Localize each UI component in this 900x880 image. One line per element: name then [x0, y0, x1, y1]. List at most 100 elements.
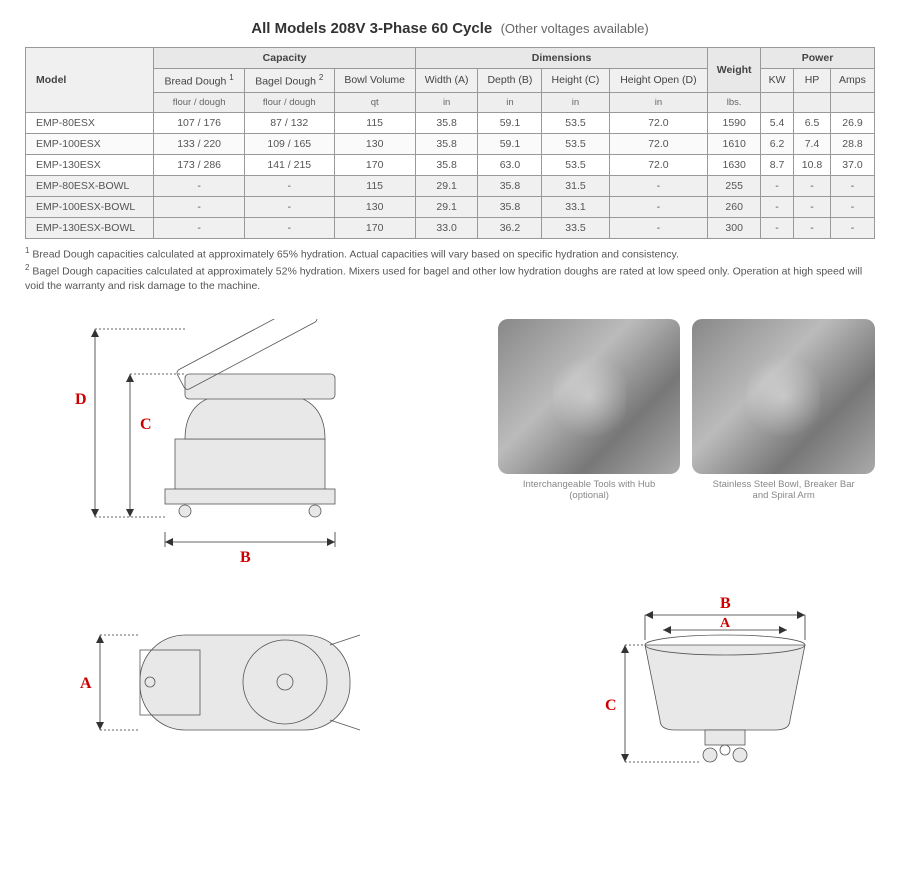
cell-w: 29.1 — [415, 196, 478, 217]
cell-bowl: 170 — [334, 217, 415, 238]
cell-hp: 7.4 — [794, 133, 831, 154]
cell-ho: - — [609, 217, 708, 238]
cell-kw: - — [761, 196, 794, 217]
cell-ho: 72.0 — [609, 154, 708, 175]
cell-bread: - — [154, 217, 245, 238]
cell-hp: 6.5 — [794, 112, 831, 133]
hdr-kw: KW — [761, 69, 794, 93]
table-row: EMP-100ESX-BOWL--13029.135.833.1-260--- — [26, 196, 875, 217]
cell-w: 33.0 — [415, 217, 478, 238]
cell-d: 59.1 — [478, 112, 542, 133]
cell-d: 35.8 — [478, 175, 542, 196]
cell-ho: 72.0 — [609, 133, 708, 154]
hdr-capacity: Capacity — [154, 48, 416, 69]
cell-bagel: 109 / 165 — [245, 133, 334, 154]
photo-tools: Interchangeable Tools with Hub (optional… — [498, 319, 681, 570]
cell-bowl: 130 — [334, 196, 415, 217]
footnotes: 1 Bread Dough capacities calculated at a… — [25, 245, 875, 294]
hdr-width: Width (A) — [415, 69, 478, 93]
hdr-hp: HP — [794, 69, 831, 93]
cell-ho: 72.0 — [609, 112, 708, 133]
cell-amps: - — [830, 217, 874, 238]
cell-bread: 133 / 220 — [154, 133, 245, 154]
dim-a-top: A — [80, 675, 92, 692]
table-row: EMP-100ESX133 / 220109 / 16513035.859.15… — [26, 133, 875, 154]
cell-model: EMP-100ESX-BOWL — [26, 196, 154, 217]
cell-bowl: 115 — [334, 175, 415, 196]
dim-b-bowl: B — [720, 595, 731, 612]
dim-c-label: C — [140, 416, 152, 433]
cell-amps: 37.0 — [830, 154, 874, 175]
unit-bagel: flour / dough — [245, 92, 334, 112]
cell-amps: - — [830, 196, 874, 217]
table-row: EMP-80ESX-BOWL--11529.135.831.5-255--- — [26, 175, 875, 196]
photo-bowl-img — [692, 319, 875, 474]
cell-d: 63.0 — [478, 154, 542, 175]
cell-wt: 1590 — [708, 112, 761, 133]
cell-bowl: 130 — [334, 133, 415, 154]
hdr-bread: Bread Dough 1 — [154, 69, 245, 93]
cell-bread: - — [154, 175, 245, 196]
cell-kw: - — [761, 175, 794, 196]
unit-h: in — [542, 92, 609, 112]
cell-w: 35.8 — [415, 133, 478, 154]
unit-d: in — [478, 92, 542, 112]
footnote-1: Bread Dough capacities calculated at app… — [32, 248, 679, 260]
hdr-dimensions: Dimensions — [415, 48, 707, 69]
photo-bowl: Stainless Steel Bowl, Breaker Bar and Sp… — [692, 319, 875, 570]
photo-tools-img — [498, 319, 681, 474]
hdr-height-open: Height Open (D) — [609, 69, 708, 93]
hdr-model: Model — [26, 48, 154, 113]
dim-a-bowl: A — [720, 616, 731, 631]
cell-hp: 10.8 — [794, 154, 831, 175]
title-main: All Models 208V 3-Phase 60 Cycle — [251, 20, 492, 37]
cell-h: 31.5 — [542, 175, 609, 196]
cell-d: 36.2 — [478, 217, 542, 238]
hdr-power: Power — [761, 48, 875, 69]
cell-ho: - — [609, 175, 708, 196]
cell-d: 35.8 — [478, 196, 542, 217]
cell-h: 53.5 — [542, 133, 609, 154]
cell-bread: 173 / 286 — [154, 154, 245, 175]
table-row: EMP-130ESX173 / 286141 / 21517035.863.05… — [26, 154, 875, 175]
spec-table: Model Capacity Dimensions Weight Power B… — [25, 47, 875, 239]
unit-w: in — [415, 92, 478, 112]
cell-amps: 26.9 — [830, 112, 874, 133]
cell-kw: - — [761, 217, 794, 238]
cell-wt: 1610 — [708, 133, 761, 154]
dim-c-bowl: C — [605, 697, 617, 714]
cell-amps: 28.8 — [830, 133, 874, 154]
hdr-height: Height (C) — [542, 69, 609, 93]
page-title: All Models 208V 3-Phase 60 Cycle (Other … — [25, 20, 875, 37]
cell-model: EMP-130ESX — [26, 154, 154, 175]
hdr-bagel: Bagel Dough 2 — [245, 69, 334, 93]
cell-kw: 5.4 — [761, 112, 794, 133]
cell-bagel: - — [245, 217, 334, 238]
table-row: EMP-80ESX107 / 17687 / 13211535.859.153.… — [26, 112, 875, 133]
cell-hp: - — [794, 175, 831, 196]
hdr-amps: Amps — [830, 69, 874, 93]
cell-bowl: 170 — [334, 154, 415, 175]
side-elevation-diagram: D C — [25, 319, 385, 529]
cell-wt: 260 — [708, 196, 761, 217]
hdr-depth: Depth (B) — [478, 69, 542, 93]
cell-model: EMP-80ESX — [26, 112, 154, 133]
cell-bagel: 87 / 132 — [245, 112, 334, 133]
title-sub: (Other voltages available) — [501, 21, 649, 36]
cell-model: EMP-80ESX-BOWL — [26, 175, 154, 196]
cell-h: 53.5 — [542, 112, 609, 133]
dim-d-label: D — [75, 391, 87, 408]
unit-ho: in — [609, 92, 708, 112]
cell-w: 35.8 — [415, 154, 478, 175]
cell-hp: - — [794, 196, 831, 217]
cell-w: 35.8 — [415, 112, 478, 133]
cell-bread: 107 / 176 — [154, 112, 245, 133]
unit-bread: flour / dough — [154, 92, 245, 112]
hdr-weight: Weight — [708, 48, 761, 93]
footnote-2: Bagel Dough capacities calculated at app… — [25, 265, 862, 292]
dim-b-label: B — [240, 549, 251, 566]
cell-amps: - — [830, 175, 874, 196]
cell-bagel: 141 / 215 — [245, 154, 334, 175]
cell-wt: 1630 — [708, 154, 761, 175]
cell-ho: - — [609, 196, 708, 217]
